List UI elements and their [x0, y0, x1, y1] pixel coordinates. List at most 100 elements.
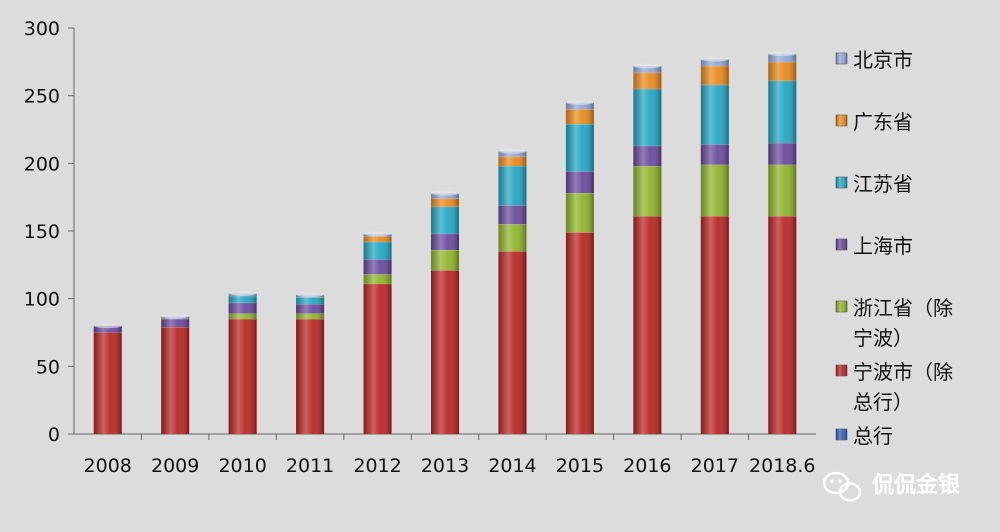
bar-segment: [565, 123, 594, 172]
x-tick-label: 2015: [556, 455, 604, 477]
bar-segment: [363, 235, 392, 242]
bar-segment: [768, 80, 797, 144]
legend-label: 总行）: [853, 390, 913, 414]
y-tick-label: 300: [24, 18, 60, 40]
bar-segment-shade: [296, 297, 325, 305]
x-tick-label: 2013: [421, 455, 469, 477]
bar-segment: [700, 143, 729, 165]
bar-segment-shade: [633, 65, 662, 73]
legend-swatch-shade: [836, 53, 847, 64]
y-tick-label: 150: [24, 221, 60, 243]
legend-label: 上海市: [853, 234, 913, 258]
legend-item: 江苏省: [835, 172, 913, 196]
bar-segment: [363, 273, 392, 284]
bar-segment-shade: [498, 166, 527, 206]
bar-segment-shade: [565, 124, 594, 172]
bar-segment-shade: [363, 259, 392, 275]
bar-segment: [498, 204, 527, 225]
x-tick-label: 2017: [691, 455, 739, 477]
bar-segment: [633, 145, 662, 167]
bar-cap: [296, 292, 325, 298]
bar-segment-shade: [768, 216, 797, 434]
legend-item: 浙江省（除宁波）: [835, 296, 953, 350]
bar-segment: [700, 164, 729, 217]
bar-segment-shade: [431, 249, 459, 271]
legend-label: 浙江省（除: [853, 296, 953, 320]
x-tick-label: 2014: [488, 455, 536, 477]
bar-segment-shade: [700, 59, 729, 66]
bar-segment: [363, 241, 392, 260]
legend-swatch-shade: [836, 177, 847, 188]
bar-segment-shade: [565, 193, 594, 233]
x-tick-label: 2008: [84, 455, 132, 477]
bar-segment: [363, 258, 392, 275]
bar-segment-shade: [633, 216, 662, 434]
bar-segment-shade: [700, 144, 729, 165]
bar-segment: [700, 215, 729, 434]
bar-segment-shade: [565, 232, 594, 434]
bar-segment-shade: [431, 270, 459, 434]
watermark: 侃侃金银: [822, 471, 961, 502]
bar-segment-shade: [296, 313, 325, 319]
bar-segment: [431, 269, 459, 434]
bar-segment-shade: [296, 318, 325, 434]
bar-segment: [228, 302, 257, 314]
x-tick-label: 2016: [623, 455, 671, 477]
y-tick-label: 50: [36, 356, 60, 378]
legend-swatch-shade: [836, 429, 847, 440]
y-tick-label: 200: [24, 153, 60, 175]
bar-segment: [296, 303, 325, 314]
bar-segment: [228, 295, 257, 303]
bar-segment: [498, 250, 527, 434]
bar-segment-shade: [565, 171, 594, 194]
bar-segment-shade: [363, 236, 392, 242]
bar-segment-shade: [498, 151, 527, 157]
x-tick-label: 2010: [218, 455, 266, 477]
bar-segment-shade: [93, 332, 122, 434]
x-axis-ticks: 2008 2009 2010 2011 2012 2013 2014 2015 2016 2017…: [84, 434, 816, 477]
watermark-text: 侃侃金银: [871, 472, 961, 498]
bar-segment: [633, 72, 662, 89]
legend-label: 江苏省: [853, 172, 913, 196]
bar-segment-shade: [768, 143, 797, 165]
bar-segment: [633, 88, 662, 146]
legend-label: 北京市: [853, 48, 913, 72]
bar-segment: [431, 233, 459, 250]
bar-segment: [768, 215, 797, 434]
bar-segment-shade: [768, 61, 797, 81]
bar-cap: [363, 231, 392, 237]
bar-segment: [296, 313, 325, 319]
y-axis-ticks: 0 50 100 150 200 250 300: [24, 18, 74, 446]
bar-segment-shade: [633, 88, 662, 146]
bar-segment-shade: [700, 164, 729, 217]
bar-segment: [768, 164, 797, 217]
bar-segment-shade: [161, 318, 190, 328]
bar-segment-shade: [363, 241, 392, 260]
bar-segment: [633, 215, 662, 434]
legend-item: 上海市: [835, 234, 913, 258]
bar-segment: [565, 108, 594, 125]
legend-swatch-shade: [836, 365, 847, 376]
legend-item: 宁波市（除总行）: [835, 360, 953, 414]
y-tick-label: 0: [48, 424, 60, 446]
bar-segment: [498, 165, 527, 206]
bar-segment-shade: [768, 80, 797, 144]
bar-segment-shade: [431, 233, 459, 250]
bar-segment-shade: [498, 224, 527, 252]
bar-segment: [700, 84, 729, 145]
y-tick-label: 250: [24, 86, 60, 108]
bar-segment: [565, 192, 594, 233]
bar-segment-shade: [228, 318, 257, 434]
bar-segment-shade: [228, 295, 257, 303]
bar-segment-shade: [363, 274, 392, 284]
x-tick-label: 2012: [353, 455, 401, 477]
bar-segment: [431, 198, 459, 207]
bar-segment: [498, 223, 527, 252]
bar-segment-shade: [93, 325, 122, 333]
bar-segment-shade: [161, 327, 190, 434]
bar-segment: [228, 313, 257, 319]
bar-segment: [768, 142, 797, 165]
bar-segment: [228, 318, 257, 434]
x-tick-label: 2011: [286, 455, 334, 477]
bar-segment-shade: [498, 156, 527, 167]
